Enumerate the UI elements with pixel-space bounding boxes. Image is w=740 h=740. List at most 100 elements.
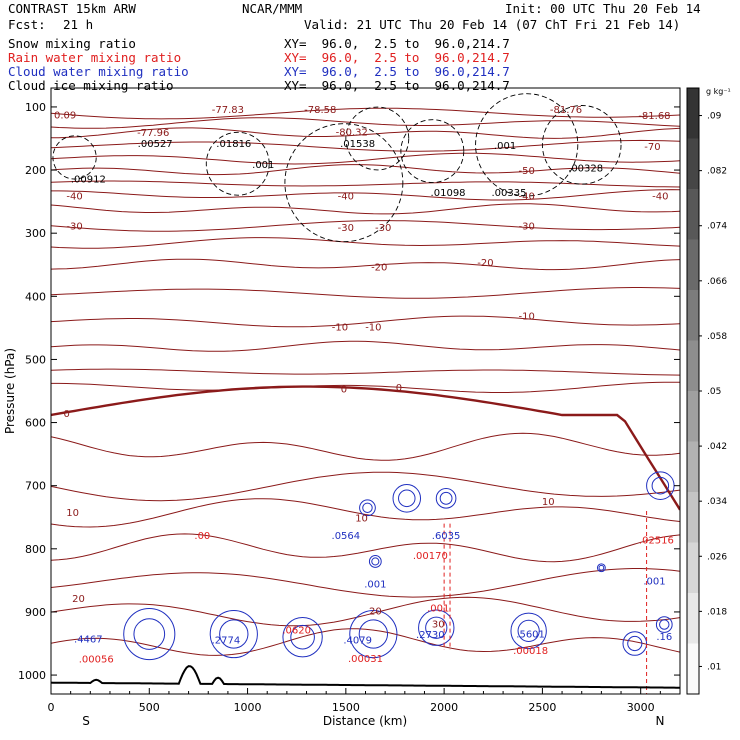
colorbar-unit: g kg⁻¹ — [706, 87, 731, 96]
isotherm — [51, 189, 680, 201]
cloud-water-contour — [659, 619, 670, 630]
cloud-water-contour — [517, 619, 540, 642]
isotherm-label: -10 — [332, 323, 348, 334]
y-axis-label: Pressure (hPa) — [3, 348, 17, 434]
max-value-label: .00328 — [568, 164, 603, 175]
isotherm — [51, 152, 680, 165]
colorbar-tick-label: .082 — [707, 167, 727, 177]
colorbar-swatch — [687, 290, 699, 341]
isotherm — [51, 258, 680, 271]
max-value-label: .4079 — [343, 636, 372, 647]
isotherm-label: -30 — [519, 222, 535, 233]
cloud-water-contour — [622, 631, 648, 656]
y-tick-label: 600 — [25, 417, 46, 430]
cloud-ice-contour — [284, 123, 404, 243]
max-value-label: .16 — [656, 632, 672, 643]
cloud-water-contour — [435, 487, 457, 509]
max-value-label: .00527 — [138, 139, 173, 150]
cloud-water-contour — [219, 619, 249, 649]
colorbar-tick-label: .018 — [707, 607, 727, 617]
max-value-label: .00335 — [491, 188, 526, 199]
max-value-label: .00 — [194, 531, 210, 542]
isotherm-label: -77.96 — [137, 128, 169, 139]
y-tick-label: 500 — [25, 353, 46, 366]
max-value-label: .00018 — [513, 646, 548, 657]
cloud-water-contour — [510, 612, 547, 650]
isotherm-label: -78.58 — [304, 105, 336, 116]
cloud-water-contour — [290, 624, 315, 650]
max-value-label: .5601 — [516, 629, 545, 640]
isotherm — [51, 139, 680, 152]
center-label: NCAR/MMM — [242, 1, 303, 16]
colorbar-swatch — [687, 542, 699, 593]
cloud-water-contour — [651, 476, 670, 495]
forecast-label: Fcst: — [8, 17, 46, 32]
isotherm — [51, 471, 680, 502]
cloud-water-contour — [439, 491, 453, 505]
colorbar-swatch — [687, 189, 699, 240]
isotherm — [51, 340, 680, 352]
isotherm-label: -30 — [338, 223, 354, 234]
cloud-ice-contour — [541, 105, 622, 185]
isotherm — [51, 568, 680, 598]
isotherm-label: -77.83 — [212, 105, 244, 116]
cloud-water-contour — [133, 618, 166, 650]
isotherm — [51, 287, 680, 299]
colorbar-swatch — [687, 138, 699, 189]
isotherm-label: 10 — [66, 508, 79, 519]
cloud-water-contour — [368, 555, 382, 568]
cloud-water-contour — [598, 564, 605, 571]
x-tick-label: 2500 — [528, 701, 556, 714]
isotherm-label: -40 — [519, 191, 535, 202]
colorbar-tick-label: .05 — [707, 387, 721, 397]
isotherm-label: 30 — [432, 619, 445, 630]
isotherm-label: -40 — [66, 191, 82, 202]
isotherm — [51, 628, 680, 656]
max-value-label: .0620 — [282, 626, 311, 637]
colorbar-swatch — [687, 593, 699, 644]
max-value-label: .02516 — [639, 535, 674, 546]
field-name-cloud-ice: Cloud ice mixing ratio — [8, 78, 174, 93]
freezing-level-line — [51, 385, 680, 511]
colorbar-tick-label: .058 — [707, 332, 727, 342]
isotherm-label: -40 — [652, 191, 668, 202]
isotherm — [51, 596, 680, 627]
isotherm — [51, 315, 680, 328]
cloud-ice-contour — [52, 135, 97, 180]
max-value-label: .00031 — [348, 654, 383, 665]
max-value-label: .6035 — [432, 531, 461, 542]
max-value-label: .01538 — [340, 139, 375, 150]
isotherm-label: -30 — [375, 223, 391, 234]
x-tick-label: 1000 — [234, 701, 262, 714]
isotherm-label: -70 — [644, 142, 660, 153]
colorbar-tick-label: .042 — [707, 442, 727, 452]
corner-value-label: 0.09 — [54, 111, 76, 122]
field-xy-cloud-ice: XY= 96.0, 2.5 to 96.0,214.7 — [284, 78, 510, 93]
max-value-label: .00170 — [413, 551, 448, 562]
isotherm — [51, 237, 680, 249]
x-tick-label: 3000 — [627, 701, 655, 714]
cloud-water-contour — [358, 619, 389, 649]
field-name-cloud-water: Cloud water mixing ratio — [8, 64, 189, 79]
colorbar-tick-label: .074 — [707, 222, 727, 232]
cloud-water-contour — [349, 609, 398, 659]
y-tick-label: 200 — [25, 164, 46, 177]
y-tick-label: 700 — [25, 480, 46, 493]
isotherm-label: -30 — [66, 222, 82, 233]
cloud-ice-contour — [400, 119, 465, 184]
max-value-label: .001 — [427, 604, 449, 615]
colorbar-swatch — [687, 391, 699, 442]
isotherm — [51, 127, 680, 139]
y-tick-label: 800 — [25, 543, 46, 556]
isotherm-label: 20 — [72, 594, 85, 605]
max-value-label: .01098 — [431, 188, 466, 199]
cloud-water-contour — [392, 484, 422, 513]
isotherm — [51, 220, 680, 232]
max-value-label: .001 — [643, 576, 665, 587]
cloud-ice-contour — [475, 93, 579, 197]
north-endpoint: N — [656, 714, 665, 728]
y-tick-label: 300 — [25, 227, 46, 240]
max-value-label: .2730 — [416, 630, 445, 641]
cloud-water-contour — [359, 499, 376, 517]
max-value-label: .2774 — [212, 636, 241, 647]
